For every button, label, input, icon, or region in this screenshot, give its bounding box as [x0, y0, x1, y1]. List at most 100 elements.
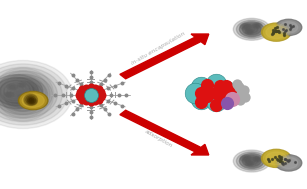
Ellipse shape	[236, 152, 267, 170]
Point	[213, 83, 218, 86]
Point	[88, 88, 93, 91]
Ellipse shape	[239, 154, 264, 168]
Ellipse shape	[243, 156, 261, 167]
Ellipse shape	[249, 28, 254, 31]
Point	[100, 93, 105, 96]
Point	[92, 97, 97, 100]
Point	[98, 82, 103, 85]
Point	[78, 89, 83, 92]
Ellipse shape	[19, 95, 24, 98]
Circle shape	[279, 22, 298, 33]
Ellipse shape	[18, 91, 28, 98]
Point	[281, 163, 286, 166]
Point	[284, 159, 289, 162]
Point	[224, 102, 229, 105]
Point	[88, 76, 93, 79]
Ellipse shape	[248, 31, 251, 33]
Point	[94, 91, 99, 94]
Point	[88, 105, 93, 108]
Point	[80, 96, 85, 99]
Ellipse shape	[8, 86, 25, 97]
Point	[283, 158, 288, 161]
Point	[275, 29, 280, 33]
Ellipse shape	[0, 75, 43, 109]
Ellipse shape	[0, 71, 50, 118]
Point	[93, 96, 98, 99]
Ellipse shape	[249, 27, 255, 31]
Ellipse shape	[0, 77, 39, 106]
Ellipse shape	[4, 83, 30, 100]
Point	[88, 115, 93, 118]
Ellipse shape	[3, 81, 43, 108]
Point	[105, 99, 110, 102]
Ellipse shape	[242, 23, 262, 36]
Point	[270, 29, 275, 32]
Point	[283, 22, 288, 25]
Ellipse shape	[249, 160, 254, 163]
Point	[199, 85, 204, 88]
Point	[292, 161, 297, 164]
Point	[96, 96, 101, 99]
Point	[99, 89, 103, 92]
Ellipse shape	[233, 150, 270, 172]
Ellipse shape	[20, 84, 23, 86]
Point	[279, 155, 284, 158]
Point	[80, 90, 85, 93]
Point	[192, 91, 197, 94]
Point	[223, 94, 228, 97]
Ellipse shape	[254, 24, 260, 27]
Circle shape	[262, 23, 291, 41]
Point	[266, 157, 271, 160]
Ellipse shape	[29, 98, 33, 101]
Point	[278, 160, 283, 163]
Point	[205, 94, 210, 97]
Point	[281, 33, 286, 36]
Point	[82, 87, 87, 90]
Ellipse shape	[18, 94, 25, 98]
Point	[80, 98, 85, 101]
Ellipse shape	[10, 88, 28, 99]
Point	[270, 158, 274, 161]
Ellipse shape	[10, 86, 14, 88]
Point	[92, 89, 97, 92]
Ellipse shape	[31, 101, 34, 103]
Circle shape	[277, 156, 300, 170]
Point	[289, 25, 294, 28]
Point	[84, 100, 88, 103]
Ellipse shape	[15, 88, 31, 101]
Point	[213, 100, 218, 103]
Ellipse shape	[253, 23, 262, 28]
Point	[237, 98, 242, 101]
Ellipse shape	[256, 25, 259, 26]
Point	[68, 93, 73, 96]
Ellipse shape	[0, 60, 72, 129]
Circle shape	[275, 19, 302, 36]
Point	[287, 27, 292, 30]
Point	[108, 93, 113, 96]
Ellipse shape	[242, 156, 249, 161]
Point	[290, 25, 295, 28]
Point	[88, 71, 93, 74]
Point	[71, 87, 76, 90]
Point	[79, 93, 84, 96]
Point	[92, 88, 97, 91]
Point	[94, 95, 99, 98]
Point	[112, 102, 117, 105]
Ellipse shape	[245, 161, 254, 166]
Point	[84, 90, 88, 93]
Ellipse shape	[243, 24, 261, 35]
FancyArrow shape	[120, 34, 209, 79]
Point	[119, 104, 124, 107]
Ellipse shape	[12, 88, 19, 93]
Point	[94, 99, 99, 102]
Point	[270, 32, 275, 35]
Point	[230, 98, 235, 101]
Ellipse shape	[245, 29, 254, 34]
Point	[88, 100, 93, 103]
Ellipse shape	[0, 71, 57, 118]
Point	[282, 161, 287, 164]
Circle shape	[20, 92, 46, 109]
Ellipse shape	[0, 80, 34, 103]
Ellipse shape	[244, 157, 247, 160]
Point	[64, 102, 69, 105]
